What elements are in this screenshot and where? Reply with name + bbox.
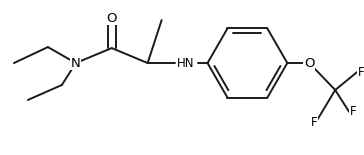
Text: O: O [304,57,314,70]
Text: F: F [350,105,356,118]
Text: HN: HN [177,57,195,70]
Text: N: N [71,57,81,70]
Text: O: O [107,12,117,25]
Text: F: F [311,116,317,129]
Text: F: F [358,66,364,79]
